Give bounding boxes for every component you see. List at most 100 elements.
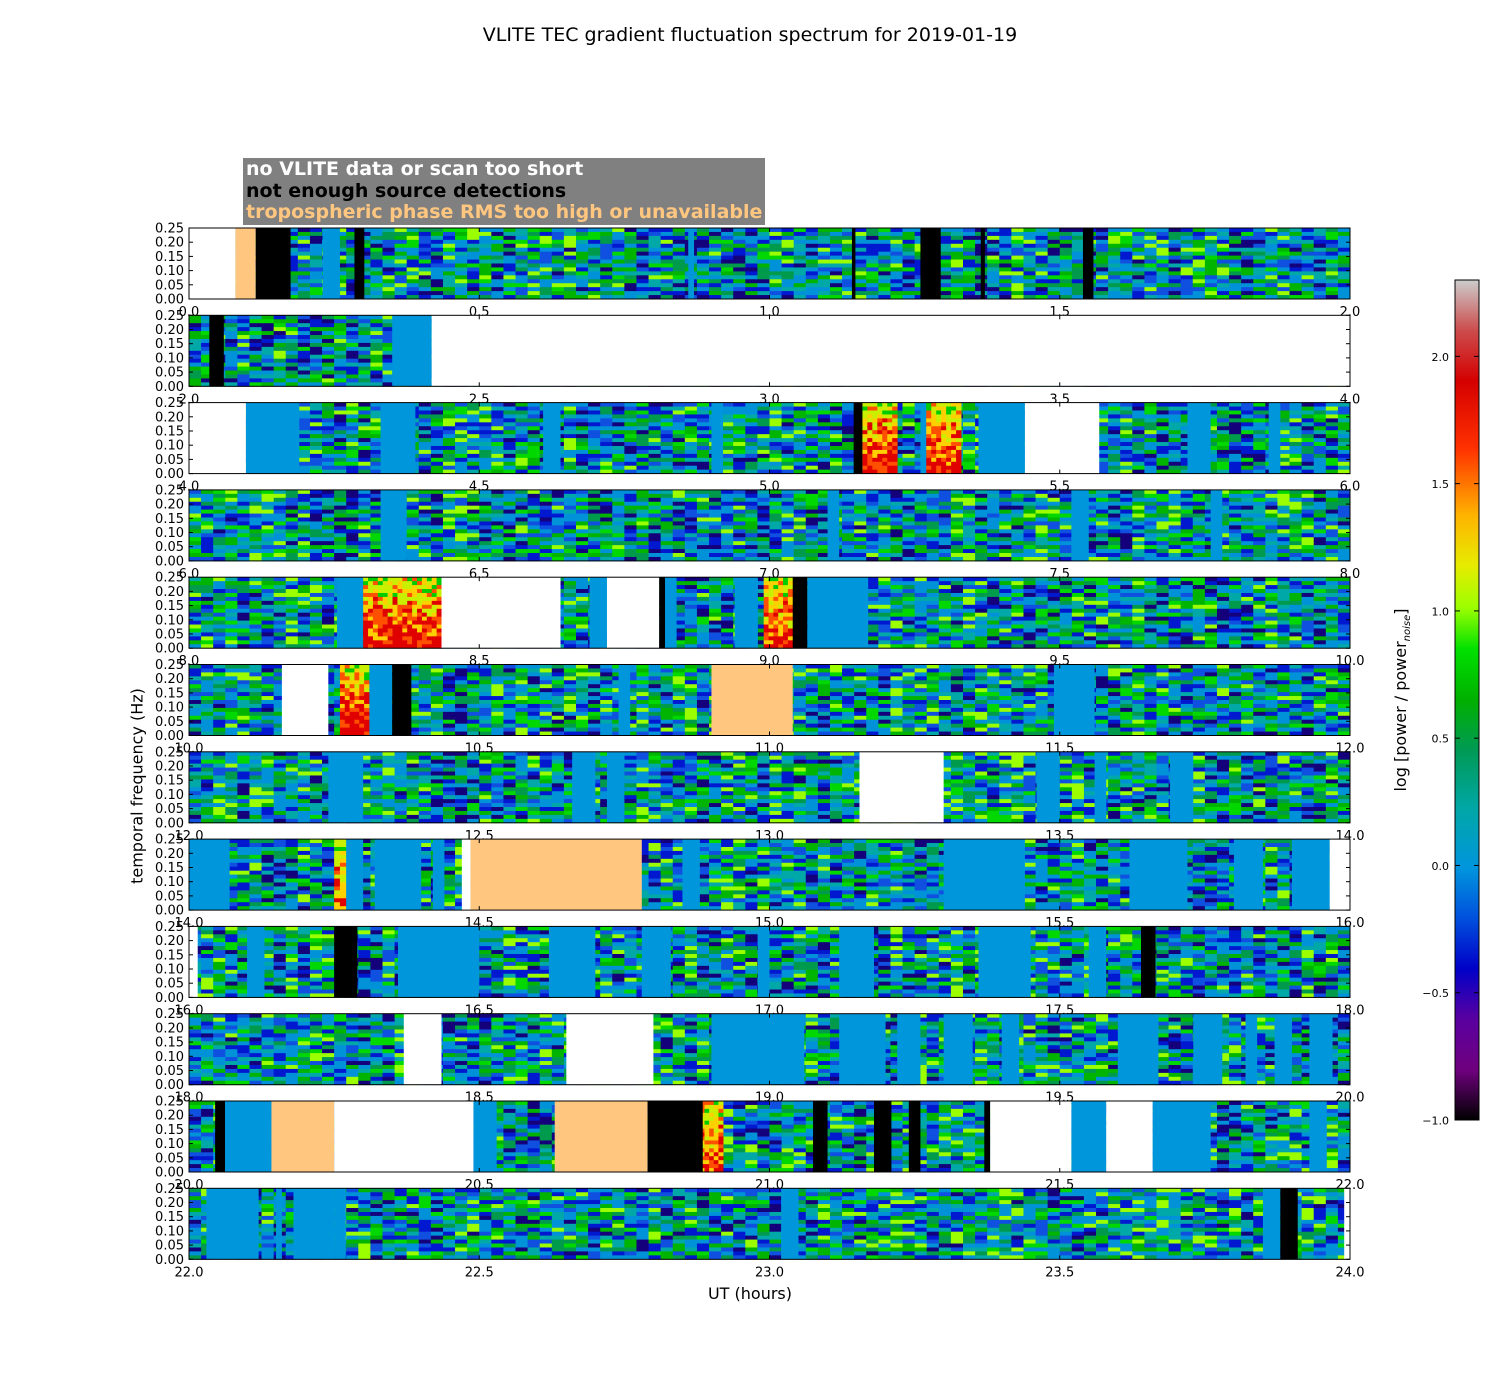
- heatmap-cell: [1229, 267, 1241, 271]
- heatmap-cell: [491, 403, 503, 407]
- heatmap-cell: [189, 319, 201, 323]
- heatmap-cell: [842, 422, 854, 426]
- heatmap-cell: [1157, 283, 1169, 287]
- heatmap-cell: [516, 458, 528, 462]
- heatmap-cell: [697, 430, 709, 434]
- heatmap-cell: [395, 279, 407, 283]
- heatmap-cell: [1023, 260, 1035, 264]
- heatmap-cell: [467, 271, 479, 275]
- heatmap-cell: [1144, 287, 1156, 291]
- heatmap-cell: [757, 430, 769, 434]
- heatmap-cell: [673, 267, 685, 271]
- heatmap-cell: [1060, 271, 1072, 275]
- heatmap-cell: [1157, 450, 1169, 454]
- heatmap-cell: [491, 407, 503, 411]
- heatmap-cell: [770, 434, 782, 438]
- heatmap-cell: [782, 426, 794, 430]
- heatmap-cell: [588, 454, 600, 458]
- heatmap-cell: [334, 426, 346, 430]
- heatmap-cell: [661, 236, 673, 240]
- heatmap-cell: [636, 267, 648, 271]
- heatmap-cell: [479, 426, 491, 430]
- heatmap-cell: [878, 260, 890, 264]
- heatmap-cell: [903, 228, 915, 232]
- heatmap-cell: [298, 450, 310, 454]
- heatmap-cell: [1265, 267, 1277, 271]
- heatmap-cell: [745, 283, 757, 287]
- heatmap-cell: [806, 232, 818, 236]
- heatmap-cell: [588, 466, 600, 470]
- heatmap-cell: [1229, 244, 1241, 248]
- heatmap-cell: [733, 446, 745, 450]
- heatmap-cell: [564, 271, 576, 275]
- heatmap-cell: [1217, 248, 1229, 252]
- heatmap-cell: [419, 240, 431, 244]
- heatmap-cell: [1241, 275, 1253, 279]
- heatmap-cell: [818, 283, 830, 287]
- heatmap-cell: [1229, 232, 1241, 236]
- heatmap-cell: [1181, 287, 1193, 291]
- heatmap-cell: [697, 275, 709, 279]
- heatmap-cell: [407, 248, 419, 252]
- heatmap-cell: [1217, 275, 1229, 279]
- heatmap-cell: [1144, 450, 1156, 454]
- heatmap-cell: [479, 414, 491, 418]
- heatmap-cell: [443, 438, 455, 442]
- heatmap-cell: [419, 410, 431, 414]
- heatmap-cell: [782, 438, 794, 442]
- heatmap-cell: [1011, 228, 1023, 232]
- heatmap-cell: [516, 450, 528, 454]
- heatmap-cell: [721, 252, 733, 256]
- heatmap-cell: [806, 244, 818, 248]
- heatmap-cell: [818, 434, 830, 438]
- heatmap-cell: [721, 240, 733, 244]
- heatmap-cell: [310, 422, 322, 426]
- heatmap-cell: [431, 283, 443, 287]
- heatmap-cell: [419, 236, 431, 240]
- heatmap-cell: [612, 287, 624, 291]
- heatmap-cell: [794, 275, 806, 279]
- heatmap-cell: [467, 403, 479, 407]
- heatmap-cell: [1277, 256, 1289, 260]
- heatmap-cell: [346, 430, 358, 434]
- heatmap-cell: [1338, 287, 1350, 291]
- heatmap-cell: [661, 462, 673, 466]
- heatmap-cell: [1157, 291, 1169, 295]
- heatmap-cell: [866, 248, 878, 252]
- heatmap-cell: [1036, 252, 1048, 256]
- heatmap-cell: [806, 279, 818, 283]
- heatmap-cell: [830, 430, 842, 434]
- heatmap-cell: [745, 260, 757, 264]
- heatmap-cell: [298, 403, 310, 407]
- heatmap-cell: [830, 450, 842, 454]
- heatmap-cell: [745, 267, 757, 271]
- heatmap-cell: [903, 232, 915, 236]
- heatmap-cell: [431, 291, 443, 295]
- heatmap-cell: [443, 279, 455, 283]
- heatmap-cell: [649, 260, 661, 264]
- heatmap-cell: [1157, 252, 1169, 256]
- heatmap-cell: [298, 462, 310, 466]
- heatmap-cell: [1314, 283, 1326, 287]
- heatmap-cell: [818, 248, 830, 252]
- heatmap-cell: [407, 260, 419, 264]
- heatmap-cell: [407, 279, 419, 283]
- heatmap-cell: [999, 283, 1011, 287]
- heatmap-cell: [757, 410, 769, 414]
- heatmap-cell: [1060, 236, 1072, 240]
- heatmap-cell: [1023, 228, 1035, 232]
- heatmap-cell: [878, 240, 890, 244]
- heatmap-cell: [479, 271, 491, 275]
- heatmap-cell: [600, 240, 612, 244]
- heatmap-cell: [903, 264, 915, 268]
- heatmap-cell: [443, 260, 455, 264]
- heatmap-cell: [455, 442, 467, 446]
- heatmap-cell: [431, 252, 443, 256]
- heatmap-cell: [733, 248, 745, 252]
- heatmap-cell: [661, 267, 673, 271]
- heatmap-cell: [479, 446, 491, 450]
- heatmap-cell: [600, 454, 612, 458]
- heatmap-cell: [503, 244, 515, 248]
- heatmap-cell: [745, 426, 757, 430]
- heatmap-cell: [467, 279, 479, 283]
